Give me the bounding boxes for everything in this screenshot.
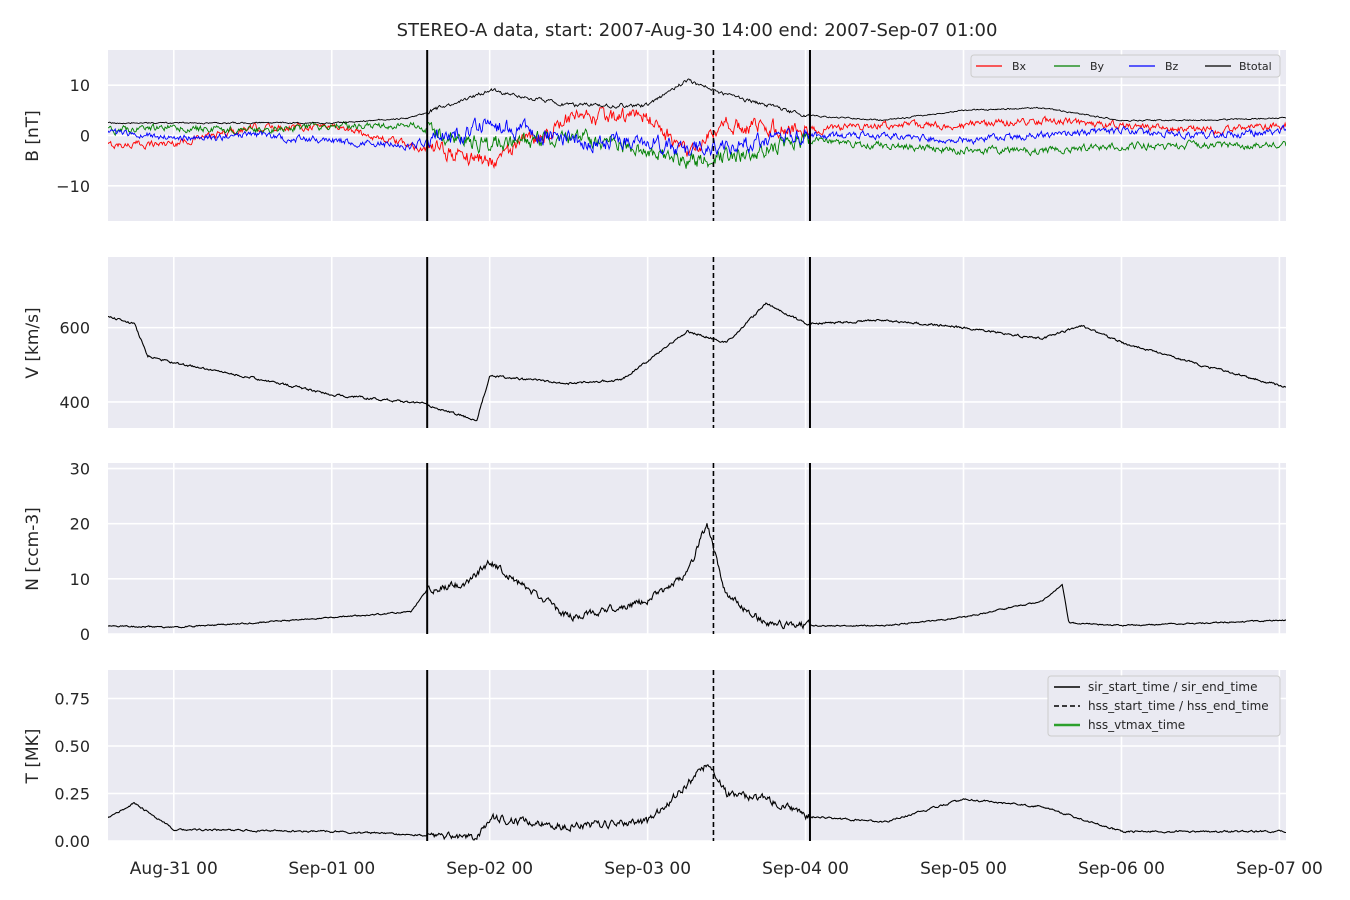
y-tick-label: 20 bbox=[70, 515, 90, 534]
legend-label: sir_start_time / sir_end_time bbox=[1088, 680, 1258, 694]
y-tick-label: 30 bbox=[70, 460, 90, 479]
y-tick-label: −10 bbox=[56, 177, 90, 196]
series-group bbox=[108, 302, 1286, 422]
panel-4: 0.00 0.25 0.50 0.75 T [MK] sir_start_time / s… bbox=[23, 670, 1286, 851]
series-group bbox=[108, 764, 1286, 841]
y-axis-label: T [MK] bbox=[23, 729, 43, 785]
panel-2: 400 600 V [km/s] bbox=[23, 257, 1286, 428]
legend-b: Bx By Bz Btotal bbox=[970, 54, 1281, 78]
legend-label: hss_vtmax_time bbox=[1088, 718, 1185, 732]
y-tick-label: 600 bbox=[59, 319, 90, 338]
x-tick-label: Sep-01 00 bbox=[288, 859, 375, 879]
x-tick-label: Sep-06 00 bbox=[1078, 859, 1165, 879]
x-tick-label: Sep-03 00 bbox=[604, 859, 691, 879]
y-axis-label: N [ccm-3] bbox=[23, 507, 43, 591]
y-tick-label: 0.25 bbox=[54, 785, 90, 804]
series-line bbox=[108, 302, 1286, 422]
legend-label: Bx bbox=[1012, 60, 1027, 73]
y-tick-label: 10 bbox=[70, 570, 90, 589]
time-axis: Aug-31 00 Sep-01 00 Sep-02 00 Sep-03 00 Sep-… bbox=[130, 859, 1323, 879]
series-line-btotal bbox=[108, 78, 1286, 125]
y-tick-label: 0 bbox=[80, 127, 90, 146]
panels: −10 0 10 B [nT] Bx By Bz Btotal 400 600 V [km/s] 0 1… bbox=[23, 50, 1286, 851]
legend-label: By bbox=[1090, 60, 1105, 73]
series-group bbox=[108, 523, 1286, 630]
plot-background bbox=[108, 463, 1286, 634]
legend-label: Bz bbox=[1165, 60, 1179, 73]
x-tick-label: Sep-04 00 bbox=[762, 859, 849, 879]
series-group bbox=[108, 78, 1286, 170]
panel-3: 0 10 20 30 N [ccm-3] bbox=[23, 460, 1286, 644]
plot-background bbox=[108, 257, 1286, 428]
y-tick-label: 10 bbox=[70, 76, 90, 95]
y-tick-label: 0.75 bbox=[54, 690, 90, 709]
y-tick-label: 0 bbox=[80, 625, 90, 644]
x-tick-label: Sep-07 00 bbox=[1236, 859, 1323, 879]
y-tick-label: 0.50 bbox=[54, 737, 90, 756]
series-line bbox=[108, 764, 1286, 841]
y-axis-label: V [km/s] bbox=[23, 307, 43, 378]
series-line-bz bbox=[108, 117, 1286, 157]
series-line bbox=[108, 523, 1286, 630]
series-line-by bbox=[108, 120, 1286, 169]
y-tick-label: 400 bbox=[59, 393, 90, 412]
legend-label: Btotal bbox=[1239, 60, 1272, 73]
x-tick-label: Aug-31 00 bbox=[130, 859, 218, 879]
chart-title: STEREO-A data, start: 2007-Aug-30 14:00 … bbox=[397, 20, 998, 41]
legend-label: hss_start_time / hss_end_time bbox=[1088, 699, 1269, 713]
x-tick-label: Sep-05 00 bbox=[920, 859, 1007, 879]
legend-box bbox=[970, 54, 1281, 78]
y-tick-label: 0.00 bbox=[54, 832, 90, 851]
panel-1: −10 0 10 B [nT] Bx By Bz Btotal bbox=[23, 50, 1286, 221]
legend-box bbox=[1047, 675, 1281, 737]
x-tick-label: Sep-02 00 bbox=[446, 859, 533, 879]
y-axis-label: B [nT] bbox=[23, 110, 43, 162]
legend-events: sir_start_time / sir_end_time hss_start_t… bbox=[1047, 675, 1281, 737]
